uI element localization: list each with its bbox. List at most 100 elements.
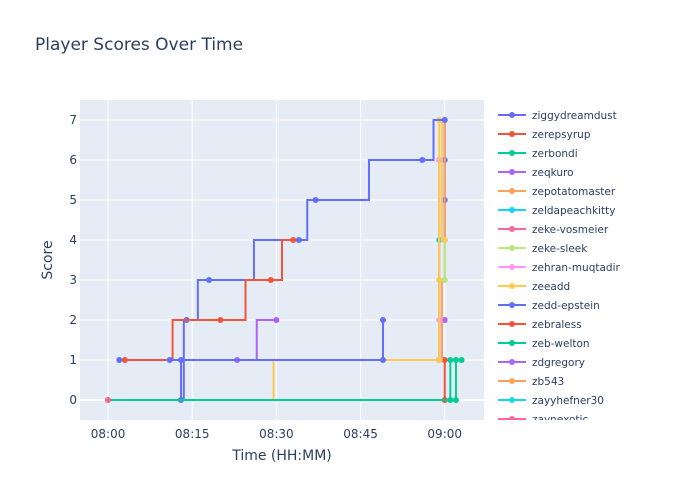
series: [441, 357, 448, 403]
y-tick-label: 6: [69, 153, 77, 167]
legend-label: zeke-vosmeier: [532, 224, 609, 236]
legend-label: zedd-epstein: [532, 300, 600, 312]
x-tick-label: 08:00: [91, 427, 126, 441]
legend-marker: [509, 188, 515, 194]
legend-marker: [509, 169, 515, 175]
chart-title: Player Scores Over Time: [35, 35, 243, 55]
legend-item[interactable]: zeldapeachkitty: [498, 205, 615, 217]
legend-item[interactable]: zaynexotic: [498, 414, 588, 426]
legend-label: zeeadd: [532, 281, 570, 293]
data-point: [441, 237, 448, 243]
legend-label: zerepsyrup: [532, 129, 591, 141]
x-tick-label: 08:45: [343, 427, 378, 441]
legend-marker: [509, 264, 515, 270]
series-line: [169, 320, 384, 361]
data-point: [380, 317, 386, 323]
legend[interactable]: ziggydreamdust zerepsyrup zerbondi zeqkuro z…: [498, 110, 621, 426]
data-point: [441, 117, 448, 123]
legend-item[interactable]: zedd-epstein: [498, 300, 600, 312]
legend-marker: [509, 321, 515, 327]
legend-label: ziggydreamdust: [532, 110, 617, 122]
y-tick-label: 0: [69, 393, 77, 407]
legend-item[interactable]: zeqkuro: [498, 167, 574, 179]
legend-item[interactable]: zehran-muqtadir: [498, 262, 621, 274]
legend-item[interactable]: zdgregory: [498, 357, 585, 369]
legend-marker: [509, 378, 515, 384]
legend-marker: [509, 131, 515, 137]
legend-label: zebraless: [532, 319, 582, 331]
legend-marker: [509, 359, 515, 365]
data-point: [116, 357, 123, 363]
legend-marker: [509, 112, 515, 118]
y-tick-label: 7: [69, 113, 77, 127]
legend-marker: [509, 283, 515, 289]
legend-item[interactable]: ziggydreamdust: [498, 110, 617, 122]
legend-item[interactable]: zerbondi: [498, 148, 578, 160]
data-point: [452, 357, 459, 363]
legend-label: zepotatomaster: [532, 186, 616, 198]
legend-marker: [509, 397, 515, 403]
data-point: [121, 357, 128, 363]
data-point: [441, 277, 448, 283]
y-axis-title: Score: [40, 240, 56, 279]
data-point: [436, 357, 443, 363]
legend-item[interactable]: zebraless: [498, 319, 582, 331]
data-point: [290, 237, 297, 243]
legend-label: zb543: [532, 376, 564, 388]
legend-item[interactable]: zepotatomaster: [498, 186, 616, 198]
y-tick-label: 3: [69, 273, 77, 287]
x-tick-label: 09:00: [427, 427, 462, 441]
legend-label: zerbondi: [532, 148, 578, 160]
data-point: [419, 157, 426, 163]
data-point: [217, 317, 224, 323]
legend-label: zehran-muqtadir: [532, 262, 621, 274]
legend-item[interactable]: zayyhefner30: [498, 395, 604, 407]
y-tick-label: 4: [69, 233, 77, 247]
series-lines: [105, 117, 465, 403]
data-point: [436, 277, 443, 283]
legend-item[interactable]: zeb-welton: [498, 338, 590, 350]
legend-marker: [509, 226, 515, 232]
legend-label: zeqkuro: [532, 167, 574, 179]
data-point: [166, 357, 173, 363]
legend-marker: [509, 245, 515, 251]
data-point: [312, 197, 319, 203]
legend-label: zayyhefner30: [532, 395, 604, 407]
series-line: [124, 239, 294, 361]
data-point: [452, 397, 459, 403]
legend-item[interactable]: zeeadd: [498, 281, 570, 293]
data-point: [273, 317, 280, 323]
legend-item[interactable]: zerepsyrup: [498, 129, 591, 141]
data-point: [105, 397, 112, 403]
legend-marker: [509, 340, 515, 346]
data-point: [441, 317, 448, 323]
data-point: [206, 277, 213, 283]
legend-marker: [509, 150, 515, 156]
legend-item[interactable]: zb543: [498, 376, 564, 388]
data-point: [441, 357, 448, 363]
series: [121, 237, 297, 363]
data-point: [380, 357, 386, 363]
series: [166, 317, 386, 363]
tick-labels: 08:00 08:15 08:30 08:45 09:00 0 1 2 3 4 5 6 7: [69, 113, 462, 441]
x-axis-title: Time (HH:MM): [231, 448, 332, 464]
data-point: [458, 357, 465, 363]
legend-label: zeb-welton: [532, 338, 590, 350]
legend-label: zdgregory: [532, 357, 585, 369]
legend-item[interactable]: zeke-vosmeier: [498, 224, 609, 236]
legend-label: zeke-sleek: [532, 243, 588, 255]
legend-item[interactable]: zeke-sleek: [498, 243, 588, 255]
y-tick-label: 2: [69, 313, 77, 327]
legend-marker: [509, 302, 515, 308]
legend-marker: [509, 416, 515, 420]
y-tick-label: 5: [69, 193, 77, 207]
data-point: [267, 277, 274, 283]
y-tick-label: 1: [69, 353, 77, 367]
x-tick-label: 08:30: [259, 427, 294, 441]
data-point: [447, 357, 454, 363]
legend-marker: [509, 207, 515, 213]
legend-label: zeldapeachkitty: [532, 205, 615, 217]
data-point: [295, 237, 302, 243]
legend-label: zaynexotic: [532, 414, 588, 426]
